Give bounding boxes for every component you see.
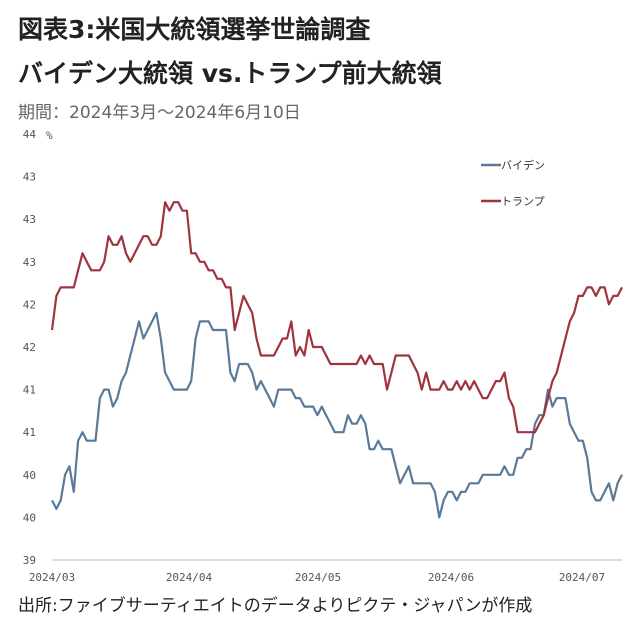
x-axis: 2024/03 2024/04 2024/05 2024/06 2024/07: [29, 571, 605, 584]
source-note: 出所:ファイブサーティエイトのデータよりピクテ・ジャパンが作成: [18, 596, 533, 616]
x-tick-label: 2024/04: [166, 571, 213, 584]
y-tick-label: 43: [23, 171, 36, 184]
chart-title: 図表3:米国大統領選挙世論調査: [18, 15, 371, 44]
y-tick-label: 42: [23, 341, 36, 354]
period-label: 期間：2024年3月～2024年6月10日: [18, 103, 301, 123]
x-tick-label: 2024/06: [428, 571, 474, 584]
series-line-trump: [50, 201, 623, 434]
legend-label: バイデン: [501, 158, 545, 172]
y-unit-label: %: [46, 129, 53, 142]
legend-label: トランプ: [501, 195, 545, 208]
y-tick-label: 41: [23, 426, 36, 439]
y-tick-label: 41: [23, 384, 36, 397]
x-tick-label: 2024/07: [559, 571, 605, 584]
x-tick-label: 2024/03: [29, 571, 75, 584]
x-tick-label: 2024/05: [295, 571, 341, 584]
y-tick-label: 40: [23, 511, 36, 524]
series-line-biden: [51, 311, 623, 519]
y-tick-label: 40: [23, 469, 36, 482]
y-tick-label: 42: [23, 298, 36, 311]
y-axis: 44 43 43 43 42 42 41 41 40 40 39: [23, 128, 37, 567]
y-tick-label: 44: [23, 128, 37, 141]
y-tick-label: 43: [23, 256, 36, 269]
series-layer: [50, 201, 623, 519]
y-tick-label: 43: [23, 213, 36, 226]
chart-subtitle: バイデン大統領 vs.トランプ前大統領: [18, 59, 442, 88]
y-tick-label: 39: [23, 554, 36, 567]
